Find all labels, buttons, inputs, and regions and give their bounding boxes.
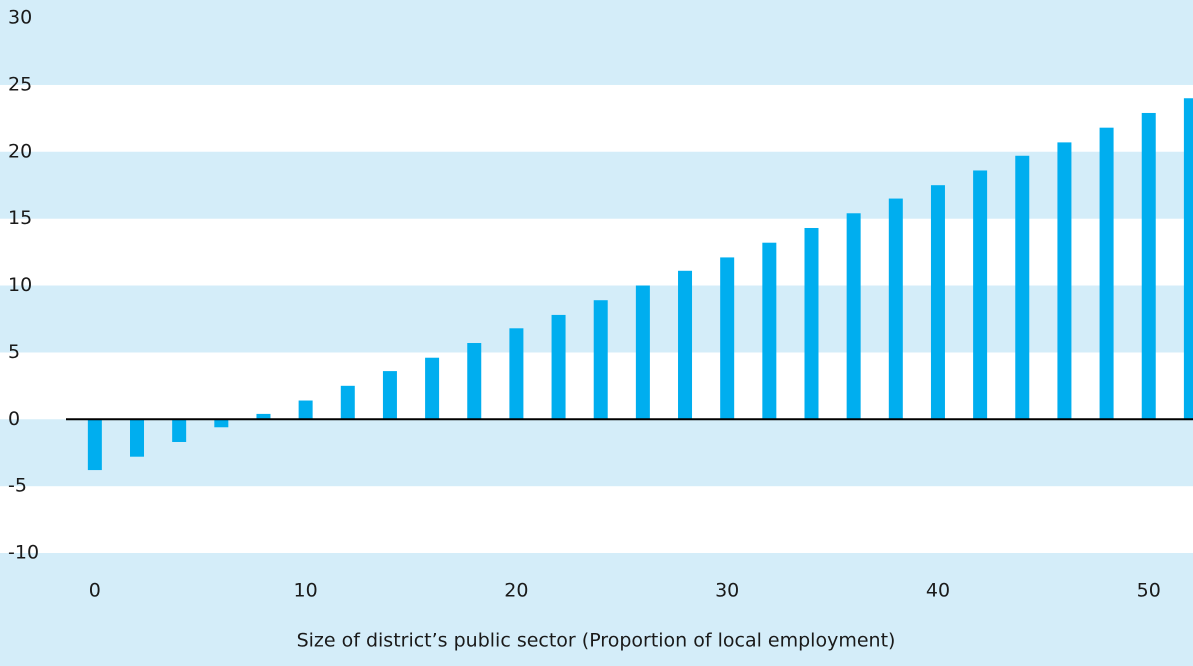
bar	[509, 328, 524, 420]
y-tick-label: -5	[8, 475, 27, 497]
bar	[720, 257, 735, 420]
bar	[87, 419, 102, 471]
bar	[340, 385, 355, 420]
bar	[930, 185, 945, 420]
bar	[551, 314, 566, 420]
grid-band	[0, 18, 1193, 85]
x-tick-label: 20	[504, 580, 528, 602]
bar	[1183, 98, 1193, 420]
grid-band	[0, 151, 1193, 219]
bar	[973, 170, 988, 420]
x-tick-label: 30	[715, 580, 739, 602]
y-tick-label: 10	[8, 274, 32, 296]
y-tick-label: 5	[8, 341, 20, 363]
bar	[593, 300, 608, 420]
bar	[467, 343, 482, 420]
y-tick-label: 25	[8, 73, 32, 95]
bar	[762, 242, 777, 420]
grid-band	[0, 84, 1193, 152]
x-tick-label: 10	[294, 580, 318, 602]
bar	[846, 213, 861, 420]
bar	[888, 198, 903, 420]
y-tick-label: 30	[8, 7, 32, 29]
grid-band	[0, 218, 1193, 286]
y-tick-label: 20	[8, 140, 32, 162]
bar	[425, 357, 440, 420]
bar	[298, 400, 313, 420]
bar	[130, 419, 145, 457]
y-tick-label: 0	[8, 408, 20, 430]
bar	[382, 371, 397, 420]
x-tick-label: 40	[926, 580, 950, 602]
y-tick-label: -10	[8, 542, 39, 564]
bar	[635, 285, 650, 420]
grid-band	[0, 486, 1193, 553]
bar	[1099, 127, 1114, 420]
bar	[172, 419, 187, 442]
bar	[804, 227, 819, 420]
x-tick-label: 0	[89, 580, 101, 602]
bar	[214, 419, 229, 428]
bar	[1141, 112, 1156, 420]
bar	[256, 413, 271, 420]
y-tick-label: 15	[8, 207, 32, 229]
x-tick-label: 50	[1137, 580, 1161, 602]
x-axis-label: Size of district’s public sector (Propor…	[297, 630, 896, 652]
bar	[1015, 155, 1030, 420]
grid-band	[0, 419, 1193, 487]
bar	[1057, 142, 1072, 420]
bar	[678, 270, 693, 420]
